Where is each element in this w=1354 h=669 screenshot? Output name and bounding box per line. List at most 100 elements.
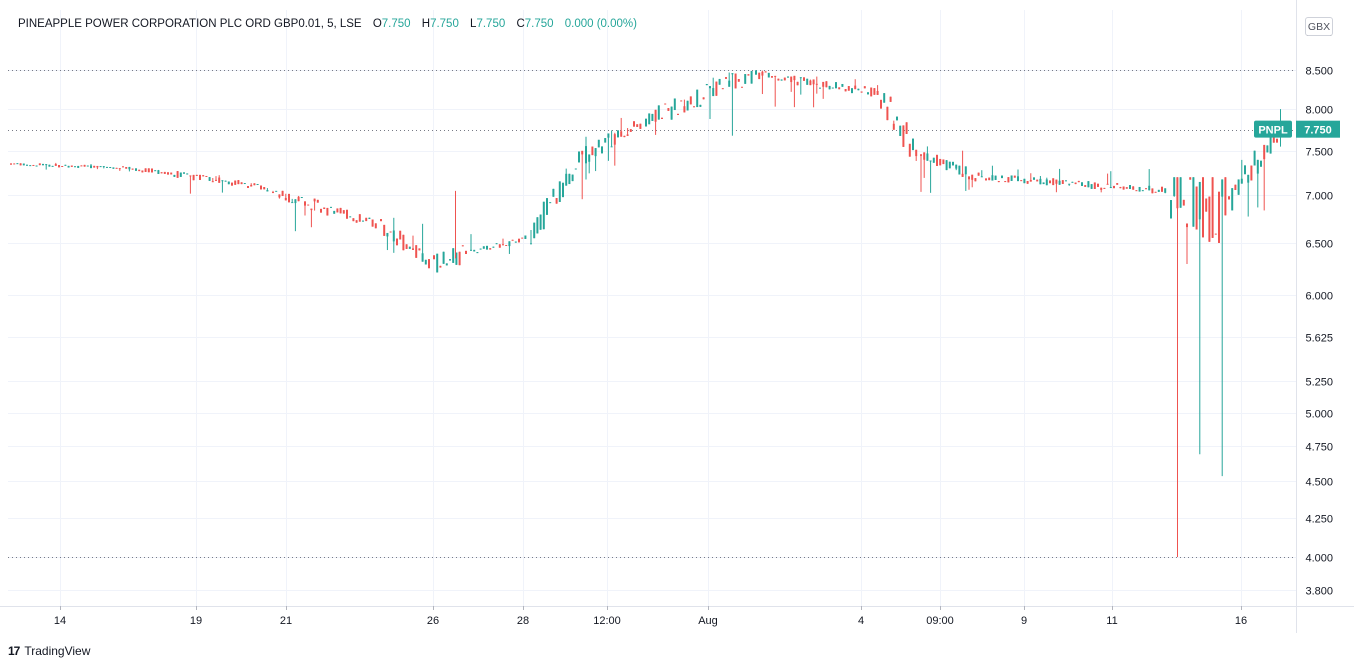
candle-body[interactable] [1186,223,1188,228]
candle-body[interactable] [1004,181,1007,183]
candle-body[interactable] [392,230,395,242]
candle-body[interactable] [489,248,492,250]
candle-body[interactable] [224,180,227,182]
candle-body[interactable] [1023,178,1026,184]
candle-body[interactable] [1260,160,1262,167]
candle-body[interactable] [374,223,377,229]
candle-body[interactable] [574,168,577,170]
candle-body[interactable] [352,218,355,222]
candle-body[interactable] [333,210,336,214]
candle-body[interactable] [1119,186,1122,189]
candle-body[interactable] [552,188,555,197]
candle-body[interactable] [1052,178,1055,186]
candle-body[interactable] [761,71,764,76]
candle-body[interactable] [626,134,629,136]
candle-body[interactable] [300,197,303,199]
candle-body[interactable] [355,220,358,223]
candle-body[interactable] [518,238,520,243]
candle-body[interactable] [386,232,389,237]
candle-body[interactable] [1007,177,1010,183]
candle-body[interactable] [304,201,306,206]
time-axis[interactable]: 14 19 21 26 28 12:00 Aug 4 09:00 9 11 16 [54,606,1247,627]
candle-body[interactable] [67,165,70,168]
candle-body[interactable] [796,81,799,86]
candle-body[interactable] [952,161,954,166]
candle-body[interactable] [819,87,821,89]
candle-body[interactable] [473,249,476,252]
candle-body[interactable] [215,179,217,181]
candle-body[interactable] [284,197,287,201]
candle-body[interactable] [1084,185,1087,187]
candle-body[interactable] [1170,200,1172,219]
candle-body[interactable] [455,252,458,265]
candle-body[interactable] [294,199,297,204]
candle-body[interactable] [362,220,364,222]
candle-body[interactable] [654,109,657,122]
candle-body[interactable] [696,89,699,108]
candle-body[interactable] [1036,179,1039,182]
tradingview-branding[interactable]: 17 TradingView [8,644,90,658]
candle-body[interactable] [118,168,121,170]
candle-body[interactable] [991,175,994,181]
candle-body[interactable] [886,106,889,121]
candle-body[interactable] [1240,178,1243,184]
candle-body[interactable] [828,85,831,90]
candle-body[interactable] [929,160,932,162]
candle-body[interactable] [755,70,757,75]
candle-body[interactable] [539,214,542,230]
candle-body[interactable] [705,83,708,86]
candle-body[interactable] [939,158,942,166]
candle-body[interactable] [926,153,929,161]
candle-body[interactable] [1116,183,1119,185]
candle-body[interactable] [141,170,144,173]
candle-body[interactable] [565,173,568,186]
candle-body[interactable] [1253,150,1256,166]
candle-body[interactable] [163,171,166,174]
candle-body[interactable] [977,172,980,176]
candle-body[interactable] [176,171,179,178]
candle-body[interactable] [135,168,137,171]
candle-body[interactable] [774,75,777,77]
candle-body[interactable] [747,74,750,76]
candle-body[interactable] [645,118,647,127]
candle-body[interactable] [439,265,442,268]
candle-body[interactable] [138,169,141,172]
candle-body[interactable] [1132,186,1135,190]
candle-body[interactable] [1026,180,1029,184]
candle-body[interactable] [1182,199,1185,206]
candle-body[interactable] [99,166,102,168]
candle-body[interactable] [581,150,584,155]
candle-body[interactable] [889,96,892,102]
candle-body[interactable] [1244,165,1246,175]
candle-body[interactable] [677,113,679,115]
candle-body[interactable] [383,224,386,236]
candle-body[interactable] [38,163,41,166]
candle-body[interactable] [873,88,876,95]
candle-body[interactable] [253,183,256,186]
candle-body[interactable] [508,241,511,247]
candle-body[interactable] [880,99,882,109]
candle-body[interactable] [657,105,660,120]
candle-body[interactable] [597,139,600,148]
candle-body[interactable] [860,91,863,93]
candle-body[interactable] [339,207,342,214]
candle-body[interactable] [237,180,240,185]
candle-body[interactable] [1145,188,1147,190]
candle-body[interactable] [793,75,796,81]
candle-body[interactable] [648,113,651,125]
candle-body[interactable] [151,168,153,173]
candle-body[interactable] [307,204,310,206]
candle-body[interactable] [1263,144,1266,160]
candle-body[interactable] [601,146,603,154]
candle-body[interactable] [195,174,198,176]
candle-body[interactable] [61,165,64,167]
candle-body[interactable] [349,216,352,218]
candle-body[interactable] [1202,177,1204,238]
candle-body[interactable] [465,250,467,255]
candle-body[interactable] [636,124,639,127]
candle-body[interactable] [297,196,300,202]
candle-body[interactable] [154,170,157,172]
candle-body[interactable] [718,78,721,85]
candle-body[interactable] [199,174,201,180]
candle-body[interactable] [1058,180,1061,185]
